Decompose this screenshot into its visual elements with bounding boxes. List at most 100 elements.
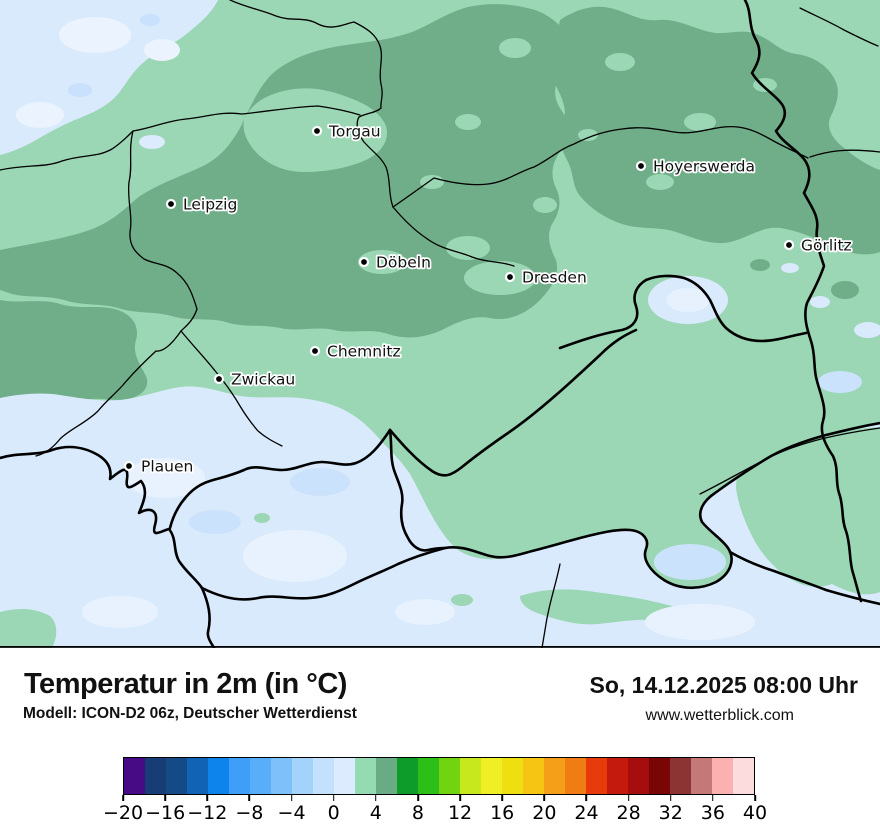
colorbar-tick-label: 24 [574, 802, 599, 824]
city-marker: Hoyerswerda [635, 156, 757, 177]
temperature-colorbar [123, 757, 755, 795]
colorbar-cell [712, 758, 733, 794]
city-marker: Görlitz [783, 235, 853, 256]
colorbar-cell [166, 758, 187, 794]
colorbar-tick [543, 795, 546, 801]
map-region-0-2C-northwest [0, 0, 218, 155]
city-label: Leipzig [183, 196, 237, 214]
model-info: Modell: ICON-D2 06z, Deutscher Wetterdie… [23, 705, 357, 722]
colorbar-tick [754, 795, 756, 801]
city-label: Zwickau [231, 371, 295, 389]
colorbar-tick-label: 0 [327, 802, 340, 824]
colorbar-cell [292, 758, 313, 794]
colorbar-tick-label: 40 [742, 802, 768, 824]
colorbar-cell [124, 758, 145, 794]
colorbar-tick [501, 795, 503, 801]
colorbar-tick-label: 12 [447, 802, 473, 824]
colorbar-tick [669, 795, 672, 801]
colorbar-cell [586, 758, 607, 794]
colorbar-tick-label: −16 [145, 802, 186, 824]
city-marker: Zwickau [213, 369, 297, 390]
city-label: Hoyerswerda [653, 158, 755, 176]
colorbar-tick [164, 795, 166, 801]
city-marker: Leipzig [165, 194, 239, 215]
colorbar-cell [481, 758, 502, 794]
colorbar-cell [670, 758, 691, 794]
city-label: Chemnitz [327, 343, 401, 361]
colorbar-tick-label: 28 [616, 802, 641, 824]
city-dot-icon [635, 160, 647, 172]
colorbar-cell [691, 758, 712, 794]
temperature-map: Torgau Hoyerswerda Leipzig Görlitz Döbeln Dre… [0, 0, 880, 648]
city-label: Plauen [141, 458, 193, 476]
colorbar-cell [523, 758, 544, 794]
colorbar-cell [607, 758, 628, 794]
city-dot-icon [309, 345, 321, 357]
map-footer: Temperatur in 2m (in °C) So, 14.12.2025 … [0, 648, 880, 830]
colorbar-cell [649, 758, 670, 794]
city-dot-icon [783, 239, 795, 251]
map-borders-thick [0, 0, 880, 648]
map-bottom-frame [0, 646, 880, 648]
city-marker: Plauen [123, 456, 195, 477]
colorbar-tick-label: 16 [490, 802, 515, 824]
colorbar-cell [628, 758, 649, 794]
colorbar-cell [544, 758, 565, 794]
colorbar-tick-label: −4 [277, 802, 306, 824]
colorbar-tick [417, 795, 419, 801]
city-marker: Chemnitz [309, 341, 402, 362]
city-marker: Dresden [504, 267, 588, 288]
map-borders-thin [0, 0, 880, 648]
colorbar-tick-label: −20 [102, 802, 144, 824]
colorbar-cell [187, 758, 208, 794]
city-marker: Torgau [311, 121, 382, 142]
colorbar-cell [355, 758, 376, 794]
colorbar-cell [502, 758, 523, 794]
city-dot-icon [165, 198, 177, 210]
colorbar-cell [460, 758, 481, 794]
colorbar-axis: −20 −16 −12 −8 −4 0 4 8 12 16 20 24 28 32 36 40 [103, 795, 767, 830]
city-dot-icon [358, 256, 370, 268]
map-svg: Torgau Hoyerswerda Leipzig Görlitz Döbeln Dre… [0, 0, 880, 648]
colorbar-tick [712, 795, 714, 801]
colorbar-tick-label: 32 [658, 802, 683, 824]
map-region-4-6C [0, 4, 880, 403]
forecast-datetime: So, 14.12.2025 08:00 Uhr [589, 672, 859, 698]
colorbar-tick-label: 36 [700, 802, 725, 824]
colorbar-cell [418, 758, 439, 794]
colorbar-tick-label: 20 [532, 802, 557, 824]
colorbar-tick [332, 795, 335, 801]
colorbar-tick-label: 4 [369, 802, 382, 824]
city-markers: Torgau Hoyerswerda Leipzig Görlitz Döbeln Dre… [123, 121, 853, 477]
colorbar-cell [250, 758, 271, 794]
colorbar-cell [439, 758, 460, 794]
colorbar-tick [122, 795, 124, 801]
colorbar-cell [145, 758, 166, 794]
colorbar-cell [208, 758, 229, 794]
colorbar-cell [334, 758, 355, 794]
city-label: Döbeln [376, 254, 431, 272]
colorbar-tick-label: −12 [187, 802, 228, 824]
colorbar-tick [375, 795, 377, 801]
page-title: Temperatur in 2m (in °C) [24, 668, 347, 700]
city-label: Torgau [328, 123, 381, 141]
colorbar-tick [627, 795, 630, 801]
colorbar-tick [585, 795, 588, 801]
colorbar-cell [313, 758, 334, 794]
colorbar-tick-label: −8 [235, 802, 264, 824]
city-label: Dresden [522, 269, 587, 287]
colorbar-tick [248, 795, 251, 801]
colorbar-tick [459, 795, 461, 801]
website-text: www.wetterblick.com [645, 707, 794, 724]
colorbar-cell [376, 758, 397, 794]
colorbar-tick [206, 795, 209, 801]
colorbar-tick-label: 8 [411, 802, 424, 824]
colorbar-cell [733, 758, 754, 794]
city-dot-icon [504, 271, 516, 283]
colorbar-tick [290, 795, 293, 801]
colorbar-cell [271, 758, 292, 794]
city-dot-icon [123, 460, 135, 472]
city-marker: Döbeln [358, 252, 433, 273]
colorbar-cell [229, 758, 250, 794]
